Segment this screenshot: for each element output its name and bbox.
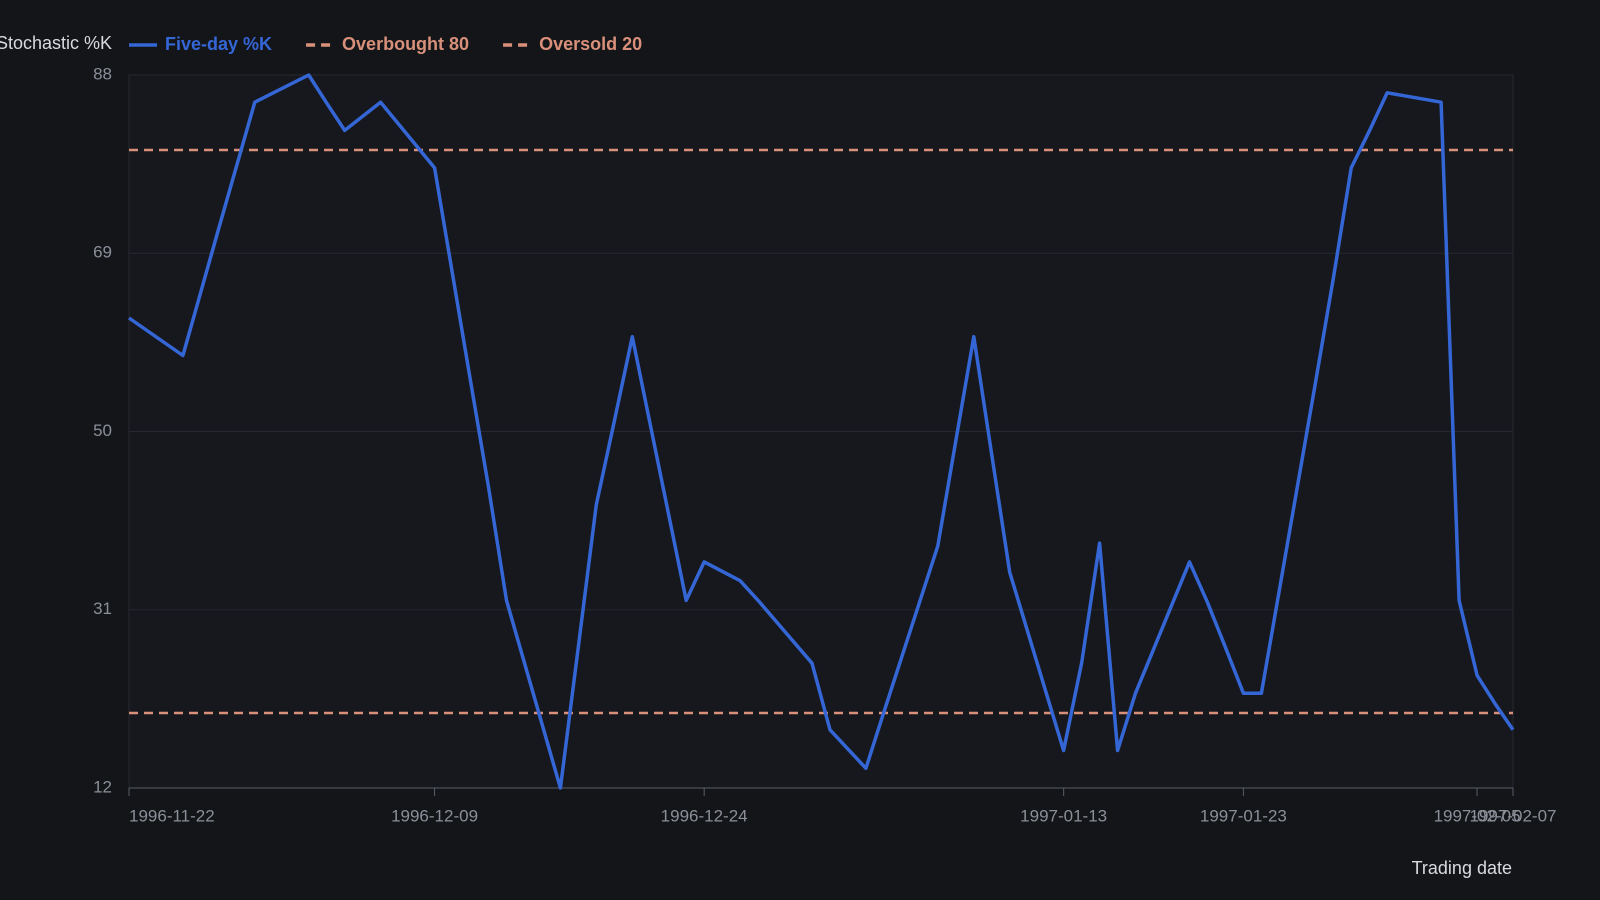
x-tick-label: 1997-01-13: [1020, 806, 1107, 825]
x-axis-title: Trading date: [1412, 858, 1512, 878]
x-tick-label: 1997-01-23: [1200, 806, 1287, 825]
x-tick-label: 1996-12-09: [391, 806, 478, 825]
y-tick-label: 31: [93, 599, 112, 618]
legend-label: Five-day %K: [165, 34, 272, 54]
data-line: [128, 73, 1515, 790]
x-tick-label: 1997-02-05: [1434, 806, 1521, 825]
x-tick-label: 1996-12-24: [661, 806, 748, 825]
y-tick-label: 12: [93, 777, 112, 796]
y-tick-label: 88: [93, 64, 112, 83]
x-tick-label: 1996-11-22: [129, 806, 215, 825]
legend-label: Oversold 20: [539, 34, 642, 54]
y-axis-title: Stochastic %K: [0, 33, 112, 53]
y-tick-label: 50: [93, 421, 112, 440]
y-tick-label: 69: [93, 243, 112, 262]
legend-label: Overbought 80: [342, 34, 469, 54]
x-tick-label: 1997-02-07: [1470, 806, 1557, 825]
